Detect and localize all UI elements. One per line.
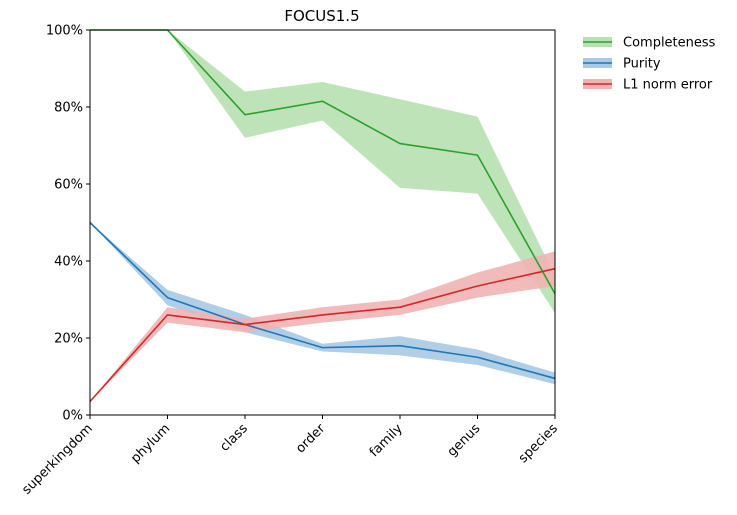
y-tick-label: 80% <box>54 101 83 116</box>
y-axis: 0% 20% 40% 60% 80% 100% <box>46 24 90 424</box>
x-tick-label: species <box>516 421 561 466</box>
legend-entry-purity: Purity <box>583 57 661 72</box>
y-tick-label: 100% <box>46 24 83 39</box>
y-tick-label: 0% <box>62 409 83 424</box>
completeness-band <box>90 30 555 313</box>
x-tick-label: class <box>217 421 251 455</box>
x-tick-label: superkingdom <box>19 421 95 497</box>
legend: Completeness Purity L1 norm error <box>583 36 716 93</box>
x-axis: superkingdom phylum class order family genus s… <box>19 415 561 498</box>
legend-label: L1 norm error <box>623 78 713 93</box>
purity-band <box>90 222 555 385</box>
confidence-bands <box>90 30 555 402</box>
x-tick-label: order <box>293 421 329 457</box>
x-tick-label: genus <box>445 421 484 460</box>
legend-label: Purity <box>623 57 661 72</box>
legend-entry-completeness: Completeness <box>583 36 716 51</box>
x-tick-label: phylum <box>128 421 173 466</box>
l1-norm-error-band <box>90 251 555 402</box>
chart-title: FOCUS1.5 <box>284 7 359 25</box>
legend-entry-l1-norm-error: L1 norm error <box>583 78 713 93</box>
y-tick-label: 60% <box>54 178 83 193</box>
y-tick-label: 20% <box>54 332 83 347</box>
x-tick-label: family <box>367 421 406 460</box>
y-tick-label: 40% <box>54 255 83 270</box>
legend-label: Completeness <box>623 36 716 51</box>
